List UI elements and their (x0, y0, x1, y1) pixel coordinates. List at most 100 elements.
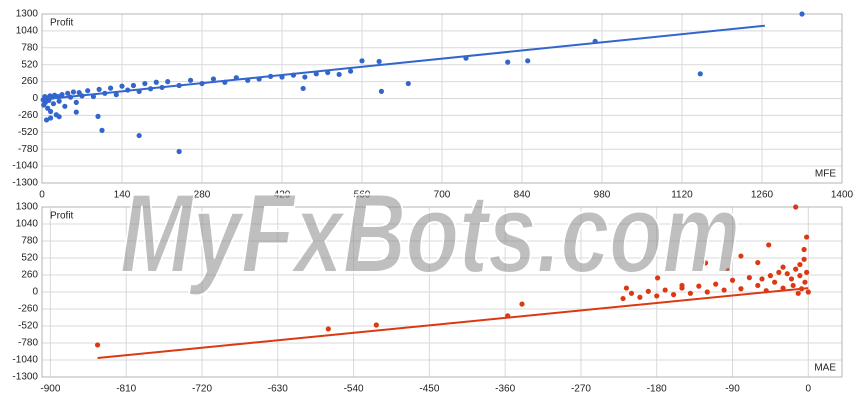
data-point (153, 79, 159, 85)
y-tick-label: -260 (18, 304, 38, 315)
data-point (187, 77, 194, 83)
y-tick-label: 780 (21, 236, 38, 247)
data-point (623, 285, 630, 291)
y-tick-label: -520 (18, 321, 38, 332)
scatter-chart: -1300 -1040 -780 -520 -260 0 260 520 780 1040 1300… (12, 202, 843, 395)
data-point (780, 285, 786, 291)
y-tick-label: 260 (21, 76, 38, 87)
data-point (378, 88, 385, 94)
data-point (793, 266, 799, 272)
trend-line (97, 287, 809, 360)
data-point (805, 289, 811, 295)
watermark: MyFxBots.com (120, 171, 740, 296)
x-tick-label: 1120 (671, 190, 693, 201)
y-axis-label: Profit (50, 211, 74, 222)
data-point (325, 326, 331, 332)
data-point (373, 322, 379, 328)
data-point (780, 264, 786, 270)
data-point (784, 271, 790, 277)
data-point (505, 59, 511, 65)
data-point (47, 115, 54, 121)
y-tick-label: 1040 (16, 219, 39, 230)
trend-line (41, 24, 765, 101)
data-point (759, 276, 765, 282)
x-tick-label: 280 (194, 190, 211, 201)
x-tick-label: -270 (571, 384, 591, 395)
y-tick-label: -1300 (12, 372, 38, 383)
data-point (525, 58, 531, 64)
x-tick-label: 560 (354, 190, 371, 201)
data-point (336, 71, 342, 78)
data-point (755, 282, 761, 289)
data-point (376, 58, 382, 65)
data-point (637, 294, 643, 300)
data-point (300, 85, 306, 92)
y-tick-label: 260 (21, 270, 38, 281)
data-point (47, 108, 54, 115)
y-tick-label: 0 (32, 287, 38, 298)
y-tick-label: -260 (18, 110, 38, 121)
x-tick-label: 700 (434, 190, 451, 201)
x-tick-label: -90 (725, 384, 740, 395)
x-axis-label: MAE (814, 363, 836, 374)
data-point (654, 275, 661, 281)
data-point (59, 92, 65, 98)
data-point (738, 286, 744, 292)
plot-frame (41, 206, 843, 378)
x-tick-label: -360 (495, 384, 515, 395)
y-tick-label: 0 (32, 93, 38, 104)
data-point (766, 242, 772, 248)
data-point (802, 279, 808, 285)
data-point (725, 267, 731, 274)
x-tick-label: -540 (344, 384, 364, 395)
data-point (99, 127, 105, 133)
x-tick-label: -450 (419, 384, 439, 395)
data-point (696, 283, 702, 289)
data-point (738, 253, 744, 259)
x-tick-label: -180 (647, 384, 667, 395)
data-point (359, 58, 365, 64)
y-tick-label: 520 (21, 253, 38, 264)
x-tick-label: 1400 (831, 190, 854, 201)
y-tick-label: 520 (21, 59, 38, 70)
data-point (713, 281, 719, 287)
data-point (56, 98, 62, 104)
data-point (687, 290, 694, 296)
data-point (165, 79, 171, 85)
data-point (85, 88, 91, 94)
data-point (679, 282, 685, 289)
y-tick-label: 1300 (16, 202, 39, 213)
data-point (94, 342, 101, 348)
data-point (793, 204, 799, 210)
data-point (62, 103, 68, 109)
data-point (746, 275, 752, 281)
y-tick-label: -1040 (12, 161, 38, 172)
data-point (788, 276, 795, 282)
data-point (797, 261, 803, 268)
data-point (405, 80, 411, 87)
data-point (654, 293, 660, 299)
data-point (50, 101, 57, 107)
y-tick-label: -520 (18, 127, 38, 138)
y-tick-label: 1300 (16, 9, 39, 20)
data-point (702, 260, 709, 266)
x-tick-label: -630 (268, 384, 288, 395)
data-point (721, 287, 727, 293)
x-tick-label: 1260 (751, 190, 774, 201)
x-tick-label: 140 (114, 190, 131, 201)
y-tick-label: -780 (18, 144, 38, 155)
y-tick-label: -1040 (12, 355, 38, 366)
x-tick-label: 980 (594, 190, 611, 201)
data-point (176, 148, 182, 155)
data-point (797, 273, 803, 279)
data-point (65, 90, 71, 96)
data-point (804, 234, 810, 240)
data-point (302, 74, 308, 80)
x-tick-label: -810 (116, 384, 136, 395)
data-point (795, 290, 801, 296)
data-point (772, 279, 778, 285)
data-point (70, 89, 77, 95)
data-point (519, 301, 525, 307)
data-point (130, 82, 137, 89)
